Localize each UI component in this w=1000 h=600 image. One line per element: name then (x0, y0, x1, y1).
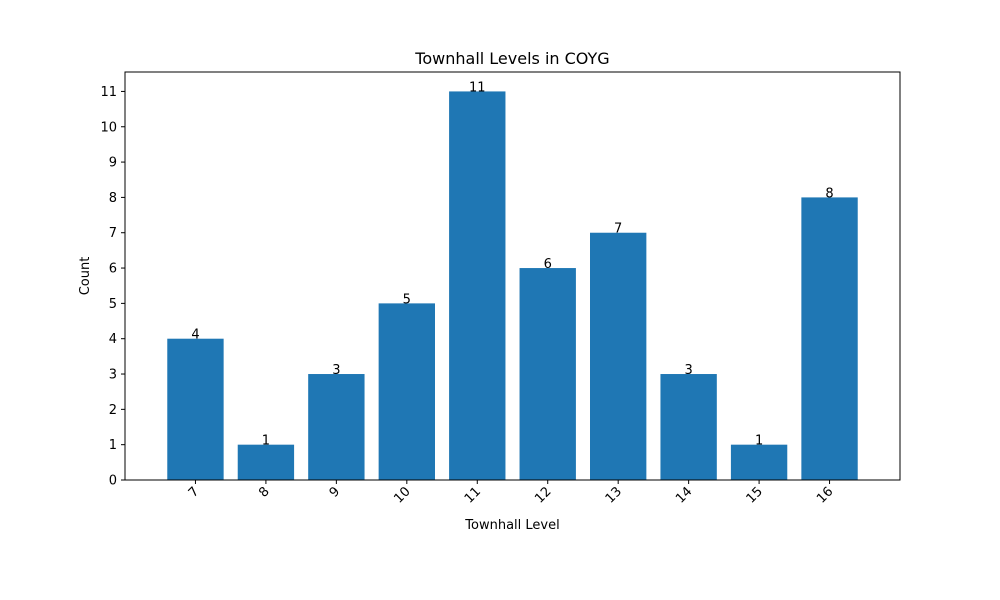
x-tick-label-8: 8 (256, 484, 272, 500)
bar-12 (519, 268, 576, 480)
data-label-16: 8 (825, 186, 833, 201)
bar-13 (590, 232, 647, 480)
x-tick-label-7: 7 (186, 484, 202, 500)
y-tick-label-4: 4 (109, 332, 117, 347)
y-tick-label-1: 1 (109, 438, 117, 453)
bar-11 (449, 91, 506, 480)
y-tick-label-6: 6 (109, 262, 117, 277)
data-label-14: 3 (684, 363, 692, 378)
y-tick-label-10: 10 (100, 120, 117, 135)
y-tick-label-9: 9 (109, 156, 117, 171)
y-tick-label-5: 5 (109, 297, 117, 312)
data-label-11: 11 (469, 80, 486, 95)
bar-7 (167, 338, 224, 480)
bar-16 (801, 197, 858, 481)
data-label-9: 3 (332, 363, 340, 378)
chart-title: Townhall Levels in COYG (414, 49, 609, 68)
data-label-15: 1 (755, 434, 763, 449)
x-tick-label-16: 16 (814, 484, 836, 506)
bar-15 (730, 444, 788, 480)
y-tick-label-0: 0 (109, 474, 117, 489)
data-label-12: 6 (544, 257, 552, 272)
x-axis-label: Townhall Level (464, 518, 559, 533)
y-tick-label-7: 7 (109, 226, 117, 241)
bar-10 (378, 303, 435, 480)
x-tick-label-15: 15 (744, 484, 766, 506)
y-tick-label-2: 2 (109, 403, 117, 418)
data-label-10: 5 (403, 292, 411, 307)
data-label-13: 7 (614, 222, 622, 237)
y-tick-label-3: 3 (109, 368, 117, 383)
x-tick-label-13: 13 (603, 484, 625, 506)
bar-14 (660, 374, 717, 480)
y-tick-label-11: 11 (100, 85, 117, 100)
x-tick-label-9: 9 (327, 484, 343, 500)
bar-9 (308, 374, 365, 480)
data-labels-group: 4 1 3 5 11 6 7 3 1 8 (191, 80, 833, 448)
y-axis-label: Count (78, 257, 93, 296)
bars-group (167, 91, 858, 481)
x-tick-label-14: 14 (673, 484, 695, 506)
x-tick-label-10: 10 (391, 484, 413, 506)
x-axis: 7 8 9 10 11 12 13 14 15 16 (186, 480, 836, 507)
y-axis: 0 1 2 3 4 5 6 7 8 9 10 11 (100, 85, 125, 489)
y-tick-label-8: 8 (109, 191, 117, 206)
data-label-8: 1 (262, 434, 270, 449)
data-label-7: 4 (191, 328, 199, 343)
bar-8 (237, 444, 295, 480)
plot-area-frame (124, 71, 901, 481)
x-tick-label-12: 12 (532, 484, 554, 506)
x-tick-label-11: 11 (462, 484, 484, 506)
